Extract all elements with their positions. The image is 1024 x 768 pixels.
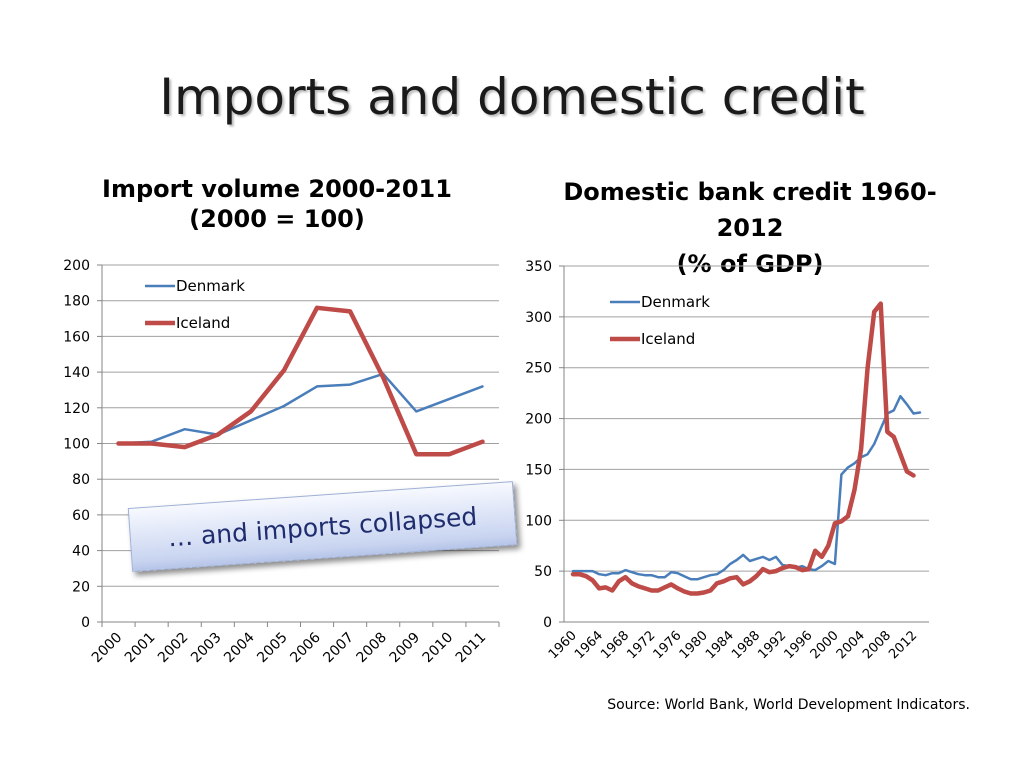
x-tick-label: 1976 <box>651 628 685 662</box>
series-line-denmark <box>117 372 484 445</box>
series-line-iceland <box>570 301 916 596</box>
y-tick-label: 50 <box>534 564 552 580</box>
series-line-denmark <box>571 394 922 581</box>
x-tick-label: 1984 <box>703 628 737 662</box>
y-tick-label: 150 <box>525 462 552 478</box>
import-chart-title-line1: Import volume 2000-2011 <box>102 175 452 203</box>
x-tick-label: 1972 <box>624 628 658 662</box>
x-tick-label: 2012 <box>886 628 920 662</box>
y-tick-label: 0 <box>81 615 90 631</box>
series-line-iceland <box>116 305 485 457</box>
y-tick-label: 20 <box>72 579 90 595</box>
x-tick-label: 1996 <box>782 628 816 662</box>
y-tick-label: 200 <box>525 412 552 428</box>
credit-chart-title-line2: (% of GDP) <box>676 250 824 278</box>
y-tick-label: 60 <box>72 508 90 524</box>
y-tick-label: 350 <box>525 259 552 275</box>
legend-label-denmark: Denmark <box>641 293 710 311</box>
x-tick-label: 1968 <box>598 628 632 662</box>
legend-label-denmark: Denmark <box>176 277 245 295</box>
x-tick-label: 1988 <box>729 628 763 662</box>
y-tick-label: 200 <box>63 258 90 274</box>
y-tick-label: 0 <box>543 615 552 631</box>
import-chart-title: Import volume 2000-2011 (2000 = 100) <box>96 174 458 234</box>
y-tick-label: 180 <box>63 294 90 310</box>
y-tick-label: 100 <box>63 437 90 453</box>
slide-title: Imports and domestic credit <box>159 68 865 126</box>
x-tick-label: 1992 <box>755 628 789 662</box>
credit-chart-title-line1: Domestic bank credit 1960-2012 <box>563 178 937 242</box>
x-tick-label: 2004 <box>834 628 868 662</box>
x-tick-label: 2000 <box>808 628 842 662</box>
legend-label-iceland: Iceland <box>641 330 695 348</box>
y-tick-label: 300 <box>525 310 552 326</box>
x-tick-label: 2008 <box>860 628 894 662</box>
import-chart-title-line2: (2000 = 100) <box>189 205 365 233</box>
y-tick-label: 40 <box>72 544 90 560</box>
y-tick-label: 250 <box>525 361 552 377</box>
x-tick-label: 1960 <box>546 628 580 662</box>
y-tick-label: 120 <box>63 401 90 417</box>
y-tick-label: 100 <box>525 513 552 529</box>
y-tick-label: 80 <box>72 472 90 488</box>
x-tick-label: 1980 <box>677 628 711 662</box>
x-tick-label: 1964 <box>572 628 606 662</box>
legend-label-iceland: Iceland <box>176 314 230 332</box>
source-note: Source: World Bank, World Development In… <box>607 697 970 713</box>
y-tick-label: 160 <box>63 329 90 345</box>
credit-chart-title: Domestic bank credit 1960-2012 (% of GDP… <box>530 174 970 282</box>
y-tick-label: 140 <box>63 365 90 381</box>
